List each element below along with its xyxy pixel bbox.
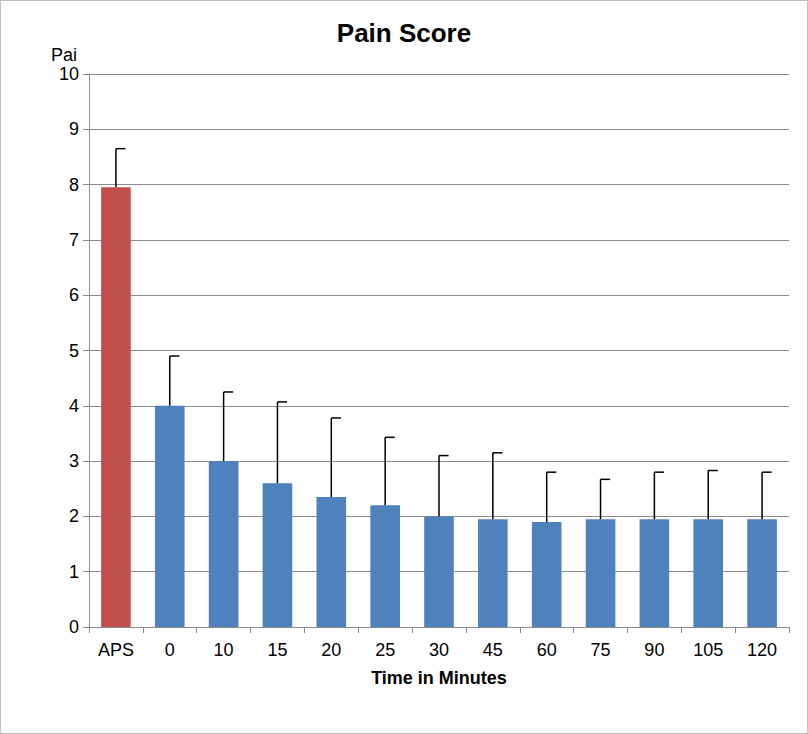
svg-text:120: 120 xyxy=(747,640,777,660)
svg-text:20: 20 xyxy=(321,640,341,660)
svg-text:60: 60 xyxy=(537,640,557,660)
svg-text:Time in Minutes: Time in Minutes xyxy=(371,668,507,688)
svg-text:0: 0 xyxy=(69,617,79,637)
svg-text:1: 1 xyxy=(69,562,79,582)
svg-text:90: 90 xyxy=(644,640,664,660)
svg-text:Pain Score: Pain Score xyxy=(337,18,471,48)
svg-text:25: 25 xyxy=(375,640,395,660)
svg-text:10: 10 xyxy=(214,640,234,660)
svg-text:6: 6 xyxy=(69,285,79,305)
svg-text:30: 30 xyxy=(429,640,449,660)
svg-text:3: 3 xyxy=(69,451,79,471)
svg-text:2: 2 xyxy=(69,506,79,526)
svg-text:0: 0 xyxy=(165,640,175,660)
svg-text:4: 4 xyxy=(69,396,79,416)
svg-text:5: 5 xyxy=(69,341,79,361)
svg-text:8: 8 xyxy=(69,175,79,195)
svg-text:Pai: Pai xyxy=(51,45,77,65)
svg-text:10: 10 xyxy=(59,64,79,84)
svg-text:45: 45 xyxy=(483,640,503,660)
svg-text:15: 15 xyxy=(267,640,287,660)
svg-text:APS: APS xyxy=(98,640,134,660)
svg-text:7: 7 xyxy=(69,230,79,250)
svg-text:105: 105 xyxy=(693,640,723,660)
svg-text:75: 75 xyxy=(591,640,611,660)
svg-text:9: 9 xyxy=(69,119,79,139)
